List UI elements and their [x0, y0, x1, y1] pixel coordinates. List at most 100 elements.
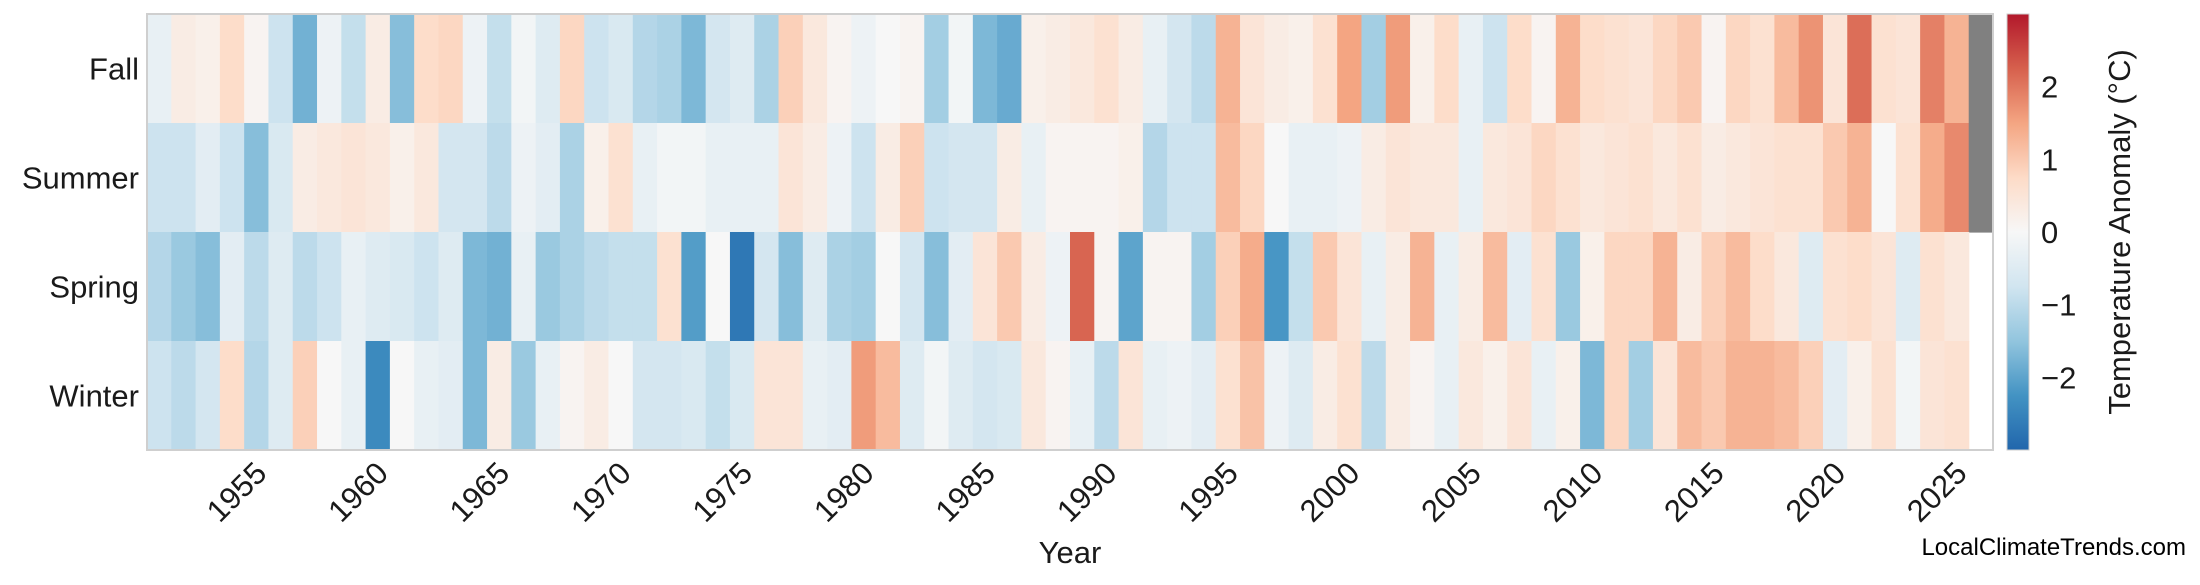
heatmap-cell: [754, 123, 780, 233]
heatmap-cell: [1094, 123, 1120, 233]
heatmap-cell: [1604, 232, 1630, 342]
heatmap-cell: [1774, 341, 1800, 451]
heatmap-cell: [1895, 341, 1921, 451]
heatmap-cell: [1142, 341, 1168, 451]
heatmap-cell: [559, 232, 585, 342]
heatmap-cell: [1385, 341, 1411, 451]
year-tick-label: 2020: [1779, 455, 1853, 529]
heatmap-cell: [1118, 14, 1144, 124]
heatmap-cell: [948, 232, 974, 342]
season-label: Spring: [49, 270, 139, 305]
heatmap-cell: [1070, 232, 1095, 342]
heatmap-cell: [1895, 232, 1921, 342]
heatmap-cell: [1337, 14, 1363, 124]
colorbar-tick-label: 0: [2041, 215, 2058, 250]
heatmap-cell: [778, 123, 804, 233]
heatmap-cell: [1167, 341, 1193, 451]
heatmap-cell: [1312, 341, 1338, 451]
heatmap-cell: [584, 123, 610, 233]
heatmap-cell: [341, 14, 367, 124]
heatmap-cell: [414, 14, 440, 124]
heatmap-cell: [511, 341, 537, 451]
heatmap-cell: [1410, 341, 1435, 451]
heatmap-cell: [1337, 123, 1363, 233]
season-label: Fall: [89, 52, 139, 87]
heatmap-cell: [1750, 123, 1775, 233]
heatmap-cell: [1482, 14, 1508, 124]
heatmap-cell: [754, 232, 780, 342]
heatmap-cell: [244, 232, 270, 342]
year-tick-label: 2025: [1900, 455, 1974, 529]
heatmap-cell: [1482, 341, 1508, 451]
heatmap-cell: [1944, 232, 1970, 342]
year-tick-label: 1975: [686, 455, 760, 529]
heatmap-cell: [681, 14, 707, 124]
heatmap-cell: [438, 232, 464, 342]
heatmap-cell: [1531, 341, 1557, 451]
heatmap-cell: [827, 123, 852, 233]
heatmap-cell: [244, 14, 270, 124]
heatmap-cells: [147, 14, 1994, 451]
heatmap-cell: [1410, 232, 1435, 342]
heatmap-cell: [147, 123, 172, 233]
heatmap-cell: [1070, 341, 1095, 451]
heatmap-cell: [1798, 341, 1824, 451]
heatmap-cell: [219, 14, 245, 124]
heatmap-cell: [802, 232, 828, 342]
heatmap-cell: [317, 14, 342, 124]
heatmap-cell: [1191, 14, 1217, 124]
year-tick-label: 1960: [321, 455, 395, 529]
heatmap-cell: [559, 341, 585, 451]
heatmap-cell: [1312, 123, 1338, 233]
season-label: Winter: [49, 379, 139, 414]
heatmap-cell: [365, 14, 391, 124]
heatmap-cell: [1531, 232, 1557, 342]
heatmap-cell: [584, 14, 610, 124]
heatmap-cell: [1531, 123, 1557, 233]
heatmap-cell: [1288, 123, 1314, 233]
heatmap-cell: [1458, 123, 1484, 233]
heatmap-cell: [1701, 232, 1727, 342]
x-axis-title: Year: [1039, 535, 1102, 570]
heatmap-cell: [1580, 341, 1605, 451]
heatmap-cell: [1507, 123, 1533, 233]
heatmap-cell: [147, 14, 172, 124]
heatmap-cell: [1725, 232, 1751, 342]
heatmap-cell: [414, 341, 440, 451]
heatmap-cell: [729, 341, 755, 451]
heatmap-cell: [754, 14, 780, 124]
heatmap-cell: [1920, 341, 1946, 451]
heatmap-cell: [924, 123, 950, 233]
heatmap-cell: [972, 123, 998, 233]
heatmap-cell: [535, 14, 561, 124]
heatmap-cell: [1045, 14, 1071, 124]
heatmap-cell: [1847, 341, 1873, 451]
heatmap-cell: [632, 14, 658, 124]
heatmap-cell: [1604, 14, 1630, 124]
heatmap-cell: [875, 232, 901, 342]
heatmap-cell: [244, 123, 270, 233]
heatmap-cell: [1070, 14, 1095, 124]
year-tick-label: 2010: [1536, 455, 1610, 529]
colorbar-tick-label: 1: [2041, 142, 2058, 177]
heatmap-cell: [1021, 232, 1047, 342]
heatmap-cell: [171, 232, 197, 342]
heatmap-cell: [924, 341, 950, 451]
heatmap-cell: [1070, 123, 1095, 233]
heatmap-cell: [1021, 123, 1047, 233]
heatmap-cell: [1021, 341, 1047, 451]
heatmap-cell: [972, 14, 998, 124]
heatmap-cell: [681, 341, 707, 451]
heatmap-cell: [1361, 123, 1387, 233]
heatmap-cell: [729, 123, 755, 233]
heatmap-cell: [535, 341, 561, 451]
heatmap-cell: [1652, 123, 1678, 233]
heatmap-cell: [851, 341, 877, 451]
heatmap-cell: [1264, 232, 1290, 342]
heatmap-cell: [1652, 14, 1678, 124]
heatmap-cell: [1847, 232, 1873, 342]
heatmap-cell: [754, 341, 780, 451]
heatmap-cell: [1968, 123, 1994, 233]
heatmap-cell: [1580, 123, 1605, 233]
year-tick-label: 1985: [929, 455, 1003, 529]
